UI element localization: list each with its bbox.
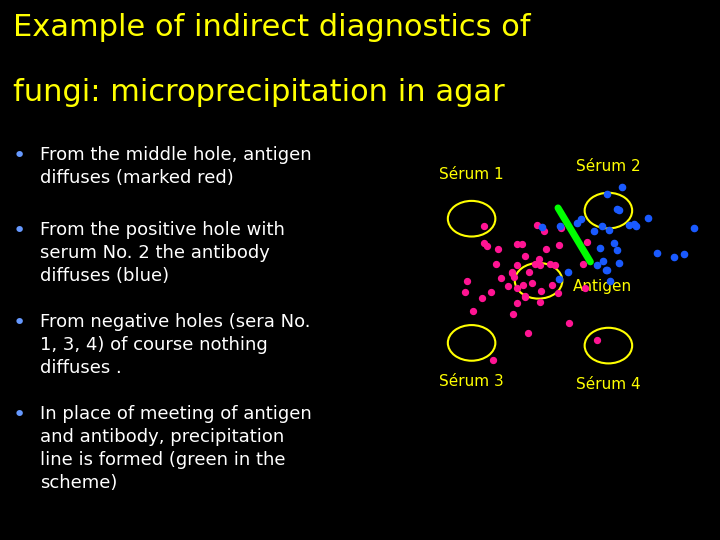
Text: Antigen: Antigen [573,279,632,294]
Point [508,272,520,281]
Point [459,287,471,296]
Point [478,239,490,247]
Point [492,245,503,253]
Text: •: • [13,405,26,425]
Point [651,249,662,258]
Point [611,205,623,213]
Point [478,221,490,230]
Text: fungi: microprecipitation in agar: fungi: microprecipitation in agar [13,78,505,107]
Point [546,281,557,290]
Text: From the positive hole with
serum No. 2 the antibody
diffuses (blue): From the positive hole with serum No. 2 … [40,221,285,285]
Point [511,284,523,293]
Point [678,250,690,259]
Point [502,282,513,291]
Point [554,275,565,284]
Point [549,261,561,269]
Point [531,220,542,229]
Point [623,220,634,229]
Point [688,224,699,232]
Point [526,278,538,287]
Point [642,213,654,222]
Point [519,251,531,260]
Point [461,277,472,286]
Point [517,281,528,289]
Text: From the middle hole, antigen
diffuses (marked red): From the middle hole, antigen diffuses (… [40,146,312,187]
Point [529,259,541,268]
Point [517,240,528,248]
Point [613,206,624,214]
Point [519,293,531,302]
Point [608,239,620,247]
Point [564,319,575,327]
Point [616,183,628,192]
Point [534,298,546,306]
Point [612,246,624,254]
Point [467,307,479,315]
Point [536,222,548,231]
Text: Sérum 2: Sérum 2 [576,159,641,174]
Point [591,335,603,344]
Point [575,215,586,224]
Point [487,356,499,364]
Point [554,222,566,231]
Point [544,260,556,268]
Point [629,220,640,229]
Text: •: • [13,146,26,166]
Point [490,260,502,268]
Point [580,284,591,292]
Point [534,260,545,269]
Point [519,292,531,301]
Point [485,288,496,296]
Point [668,252,680,261]
Point [476,294,487,302]
Point [511,260,523,269]
Point [511,239,523,248]
Point [603,226,614,235]
Point [601,266,613,274]
Point [508,310,519,319]
Point [597,256,608,265]
Point [506,268,518,277]
Point [588,227,600,235]
Point [540,245,552,253]
Point [533,254,544,263]
Text: In place of meeting of antigen
and antibody, precipitation
line is formed (green: In place of meeting of antigen and antib… [40,405,312,492]
Point [596,221,608,230]
Text: Sérum 1: Sérum 1 [439,167,504,182]
Point [536,287,547,295]
Point [555,223,567,232]
Point [600,266,611,274]
Point [591,260,603,269]
Point [582,238,593,246]
Point [552,288,564,297]
Point [562,268,574,277]
Point [630,221,642,230]
Text: From negative holes (sera No.
1, 3, 4) of course nothing
diffuses .: From negative holes (sera No. 1, 3, 4) o… [40,313,311,377]
Point [506,268,518,276]
Point [522,328,534,337]
Point [554,241,565,249]
Text: Sérum 3: Sérum 3 [439,374,504,389]
Point [605,276,616,285]
Point [595,244,606,253]
Text: •: • [13,221,26,241]
Text: Sérum 4: Sérum 4 [576,377,641,392]
Point [481,241,492,250]
Point [602,190,613,199]
Point [538,227,549,236]
Text: •: • [13,313,26,333]
Point [510,298,522,307]
Point [571,219,582,227]
Point [523,268,534,276]
Point [613,258,624,267]
Point [495,273,507,282]
Point [577,259,589,268]
Text: Example of indirect diagnostics of: Example of indirect diagnostics of [13,14,531,43]
